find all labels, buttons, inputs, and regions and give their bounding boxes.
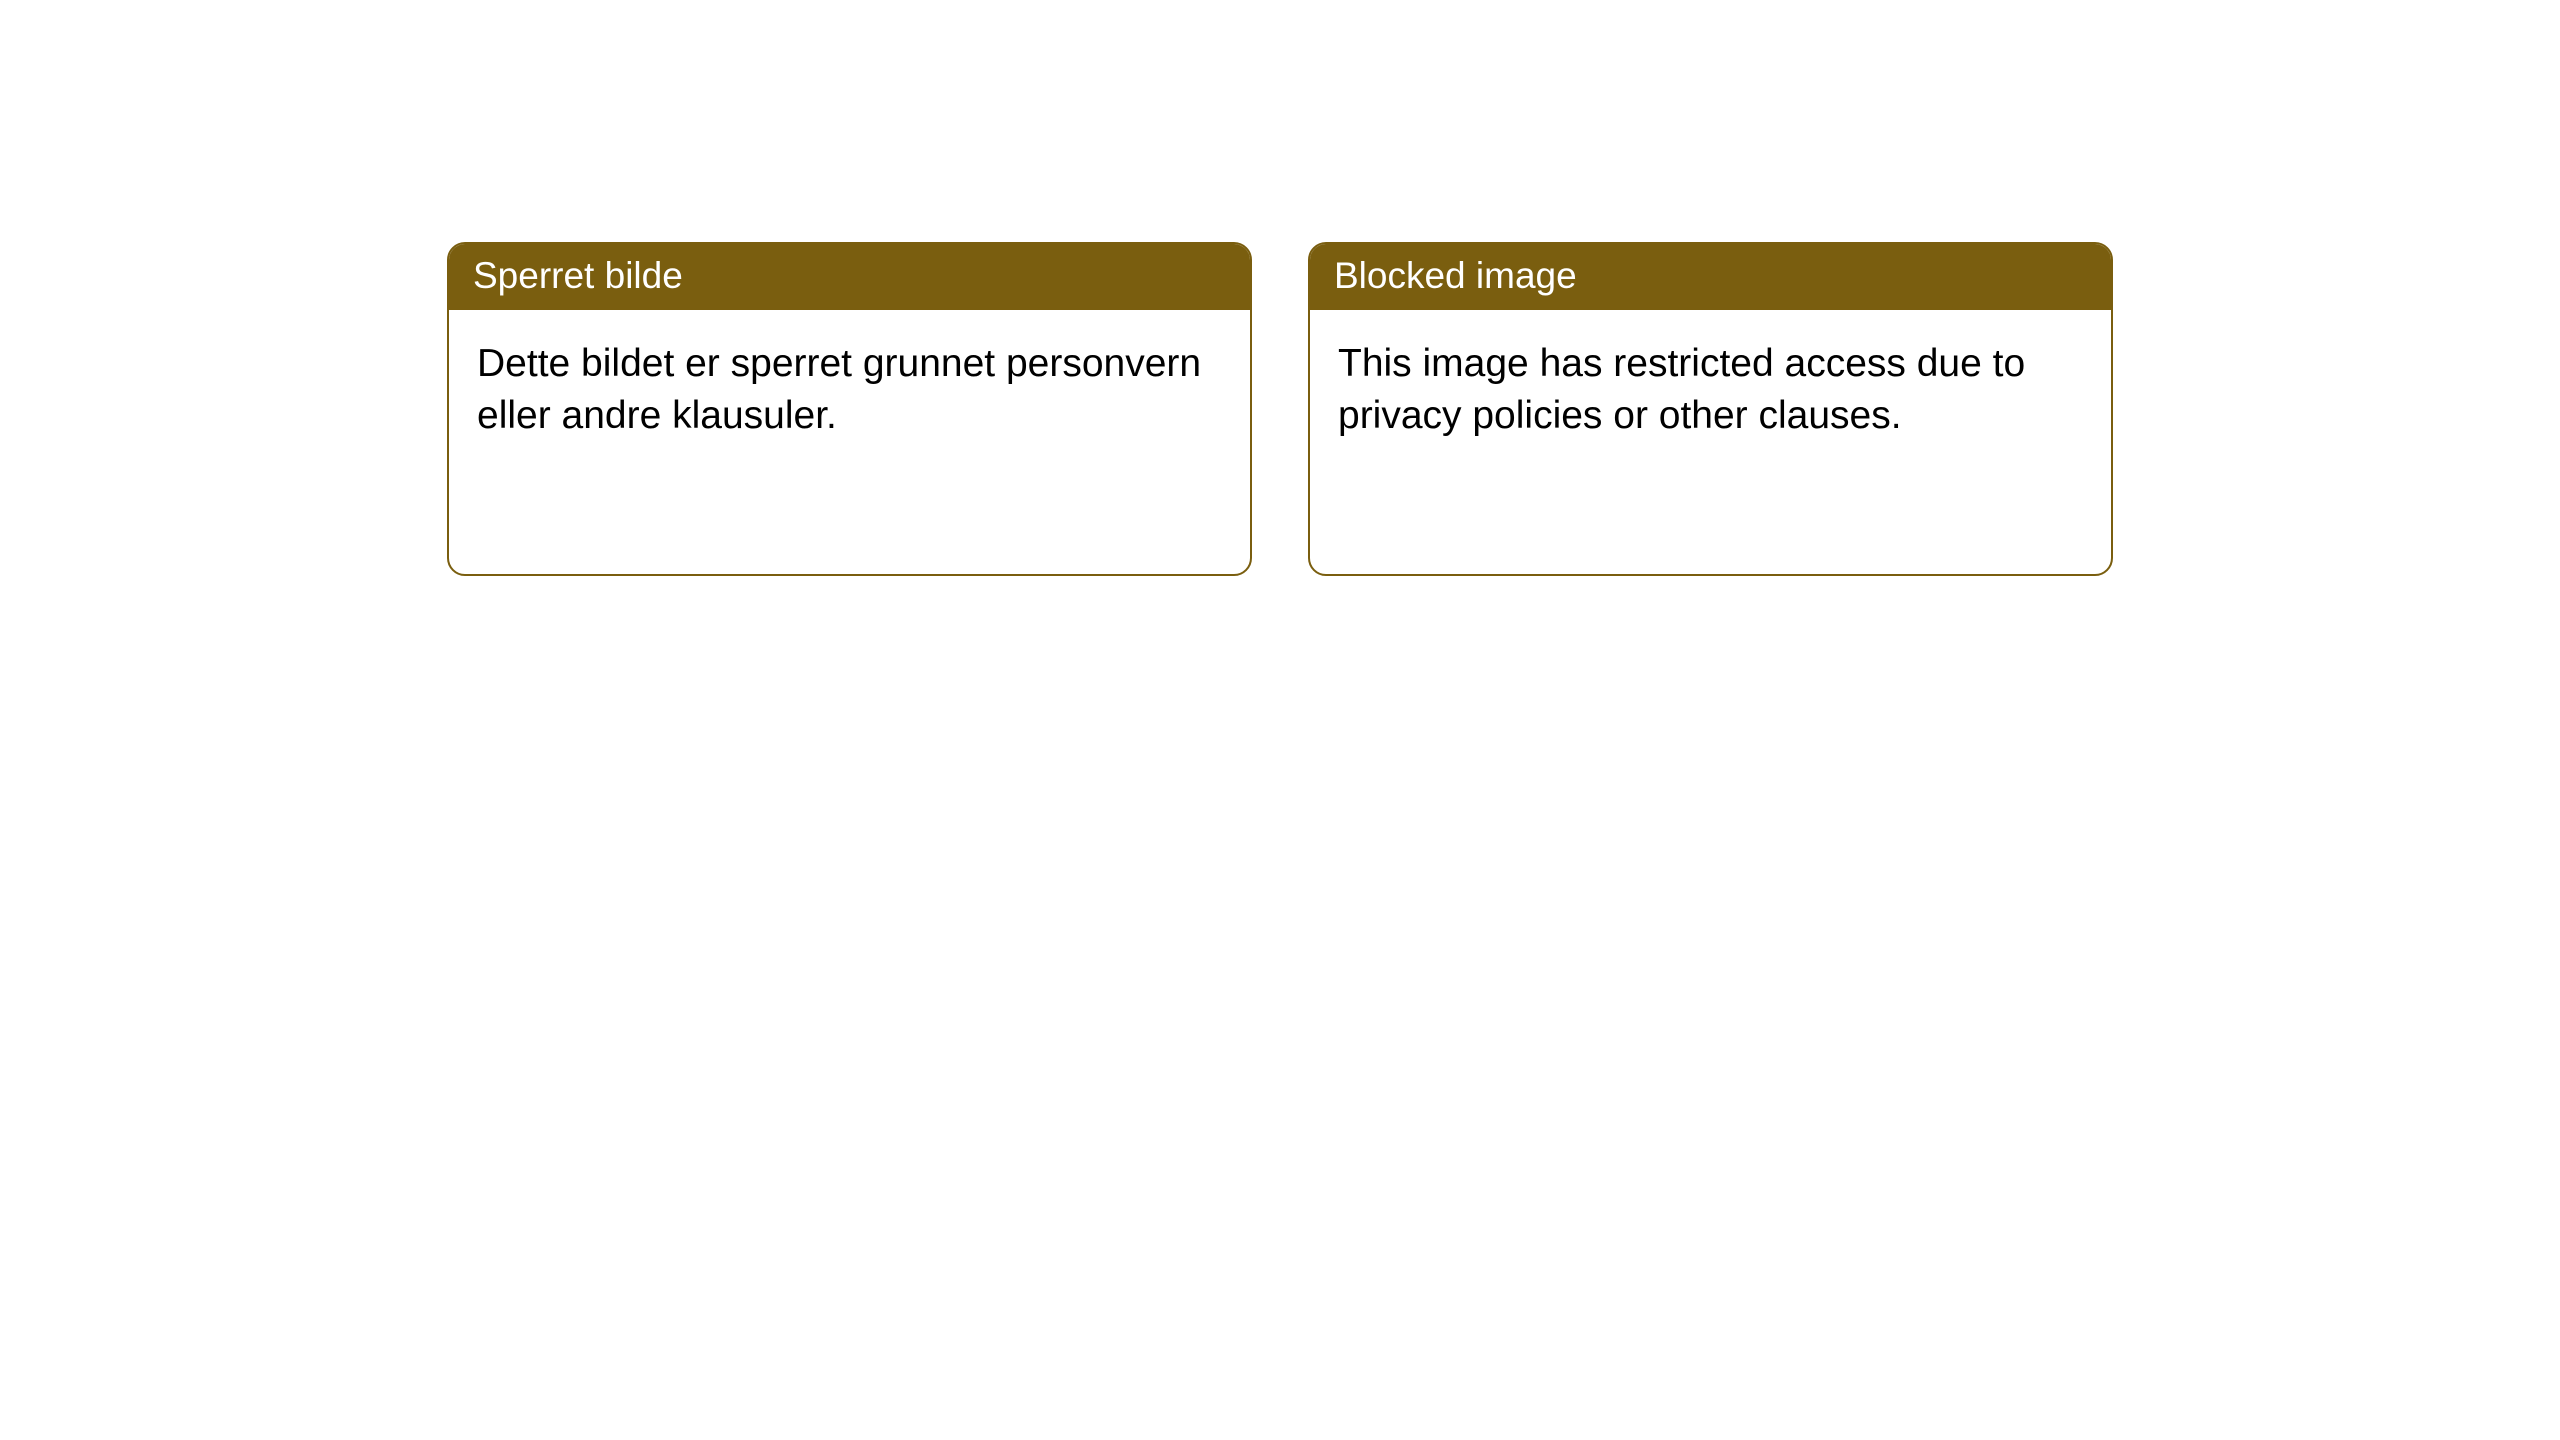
notice-body: Dette bildet er sperret grunnet personve… bbox=[449, 310, 1250, 469]
notice-box-norwegian: Sperret bilde Dette bildet er sperret gr… bbox=[447, 242, 1252, 576]
notice-box-english: Blocked image This image has restricted … bbox=[1308, 242, 2113, 576]
notice-header: Blocked image bbox=[1310, 244, 2111, 310]
notice-header: Sperret bilde bbox=[449, 244, 1250, 310]
notice-container: Sperret bilde Dette bildet er sperret gr… bbox=[0, 0, 2560, 576]
notice-body: This image has restricted access due to … bbox=[1310, 310, 2111, 469]
